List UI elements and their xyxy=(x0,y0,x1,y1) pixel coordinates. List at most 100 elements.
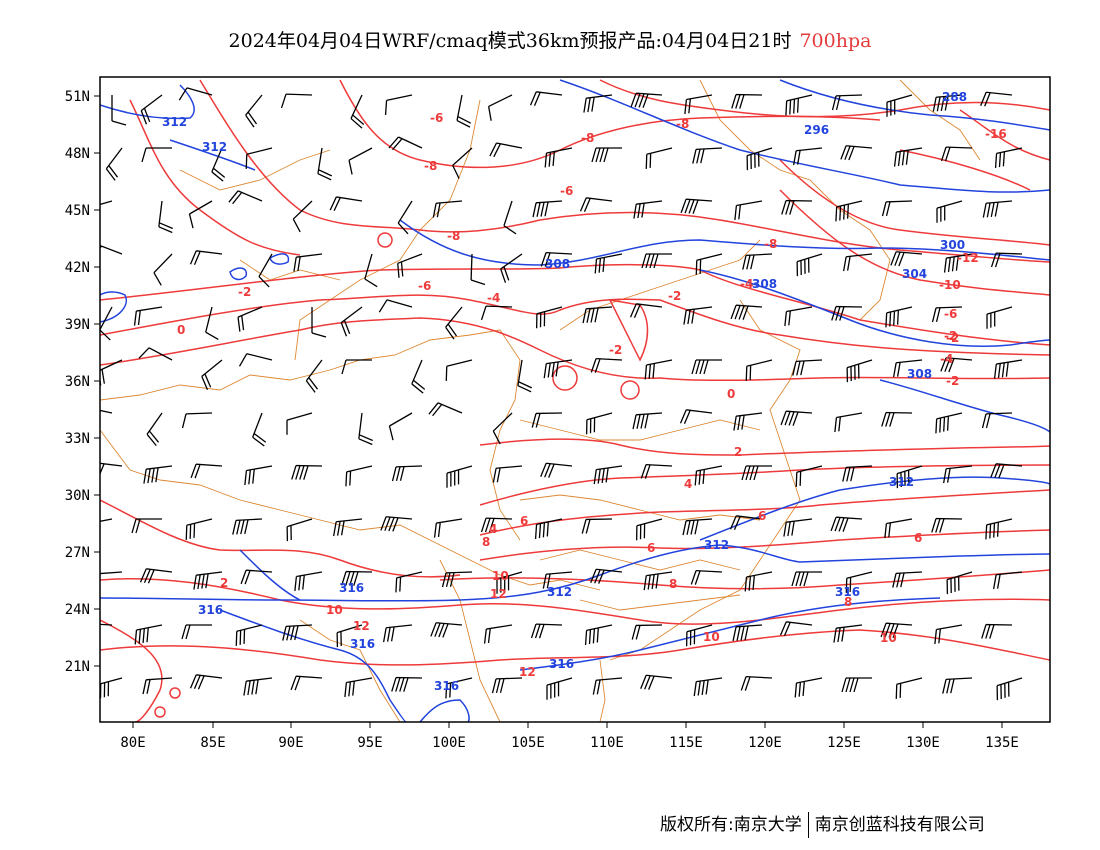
wind-barb xyxy=(644,359,673,380)
pressure-level-label: 700hpa xyxy=(799,30,872,52)
geopotential-label: 316 xyxy=(350,637,375,651)
wind-barb xyxy=(131,518,162,534)
wind-barb xyxy=(990,252,1023,268)
temperature-label: 8 xyxy=(844,595,852,609)
wind-barb xyxy=(880,622,913,638)
wind-barb xyxy=(489,142,523,158)
wind-barb xyxy=(740,675,773,691)
wind-barb xyxy=(240,569,273,585)
temperature-label: -4 xyxy=(940,352,953,366)
wind-barb xyxy=(794,677,823,698)
longitude-tick-label: 100E xyxy=(432,735,466,751)
wind-barb xyxy=(934,624,963,645)
wind-barbs xyxy=(100,87,1023,701)
wind-barb xyxy=(397,200,413,235)
longitude-tick-label: 135E xyxy=(985,735,1019,751)
wind-barb xyxy=(286,518,313,542)
geopotential-label: 312 xyxy=(547,585,572,599)
wind-barb xyxy=(181,624,212,640)
wind-barb xyxy=(535,306,563,329)
wind-barb xyxy=(503,200,517,235)
temperature-label: -6 xyxy=(944,307,957,321)
temperature-label: 0 xyxy=(727,387,735,401)
geopotential-label: 300 xyxy=(940,238,965,252)
temperature-label: -6 xyxy=(560,184,573,198)
wind-barb xyxy=(732,624,763,642)
wind-barb xyxy=(940,146,973,162)
wind-barb xyxy=(982,200,1013,218)
wind-barb xyxy=(582,306,613,324)
wind-barb xyxy=(305,359,323,393)
latitude-tick-label: 45N xyxy=(65,203,90,219)
wind-barb xyxy=(332,518,363,537)
wind-barb xyxy=(931,517,963,533)
wind-barb xyxy=(643,571,673,591)
chart-title: 2024年04月04日WRF/cmaq模式36km预报产品:04月04日21时 7… xyxy=(0,26,1100,53)
latitude-tick-label: 30N xyxy=(65,488,90,504)
geopotential-label: 308 xyxy=(907,367,932,381)
wind-barb xyxy=(581,518,613,534)
wind-barb xyxy=(534,518,563,539)
wind-barb xyxy=(693,677,723,697)
wind-barb xyxy=(480,517,513,533)
wind-barb xyxy=(892,571,923,588)
wind-barb xyxy=(232,518,263,535)
wind-barb xyxy=(336,624,363,648)
temperature-label: 2 xyxy=(220,576,228,590)
map-frame xyxy=(99,76,1051,723)
footer-separator xyxy=(807,812,809,838)
wind-barb xyxy=(831,305,863,321)
wind-barb xyxy=(100,462,123,478)
wind-barb xyxy=(181,412,213,429)
wind-barb xyxy=(190,463,223,479)
wind-barb xyxy=(341,359,372,375)
wind-barb xyxy=(480,305,513,321)
wind-barb xyxy=(293,253,323,272)
temperature-label: -8 xyxy=(581,131,594,145)
wind-barb xyxy=(456,94,472,128)
wind-barb xyxy=(931,306,963,323)
wind-barb xyxy=(685,624,713,647)
latitude-tick-label: 24N xyxy=(65,602,90,618)
wind-barb xyxy=(942,465,973,484)
geopotential-label: 304 xyxy=(902,267,927,281)
temperature-label: -2 xyxy=(946,331,959,345)
wind-barb xyxy=(730,304,763,320)
wind-barb xyxy=(391,465,423,482)
wind-barb xyxy=(252,412,267,447)
wind-barb xyxy=(846,359,873,383)
wind-barb xyxy=(635,518,663,541)
latitude-tick-label: 36N xyxy=(65,374,90,390)
wind-barb xyxy=(886,94,913,117)
wind-barb xyxy=(529,91,563,106)
wind-barb xyxy=(946,571,973,595)
wind-barb xyxy=(189,674,223,690)
temperature-label: 6 xyxy=(914,531,922,545)
wind-barb xyxy=(986,306,1013,329)
wind-barb xyxy=(100,518,113,525)
latitude-tick-label: 42N xyxy=(65,260,90,276)
wind-barb xyxy=(211,147,226,182)
wind-barb xyxy=(532,200,563,218)
wind-barb xyxy=(783,518,813,537)
wind-barb xyxy=(188,200,213,229)
wind-barb xyxy=(593,465,623,485)
wind-barb xyxy=(430,622,463,638)
wind-barb xyxy=(205,306,219,341)
temperature-label: 12 xyxy=(490,587,507,601)
temperature-label: 10 xyxy=(326,603,343,617)
wind-barb xyxy=(633,200,663,219)
wind-barb xyxy=(734,200,763,221)
wind-barb xyxy=(317,147,333,181)
wind-barb xyxy=(629,303,663,318)
temperature-label: -6 xyxy=(430,111,443,125)
temperature-label: 4 xyxy=(489,522,497,536)
temperature-label: -2 xyxy=(609,343,622,357)
wind-barb xyxy=(291,464,323,480)
temperature-label: -2 xyxy=(668,289,681,303)
geopotential-label: 296 xyxy=(804,123,829,137)
geopotential-label: 288 xyxy=(942,90,967,104)
temperature-label: -6 xyxy=(418,279,431,293)
wind-barb xyxy=(237,306,263,332)
temperature-label: -8 xyxy=(764,237,777,251)
